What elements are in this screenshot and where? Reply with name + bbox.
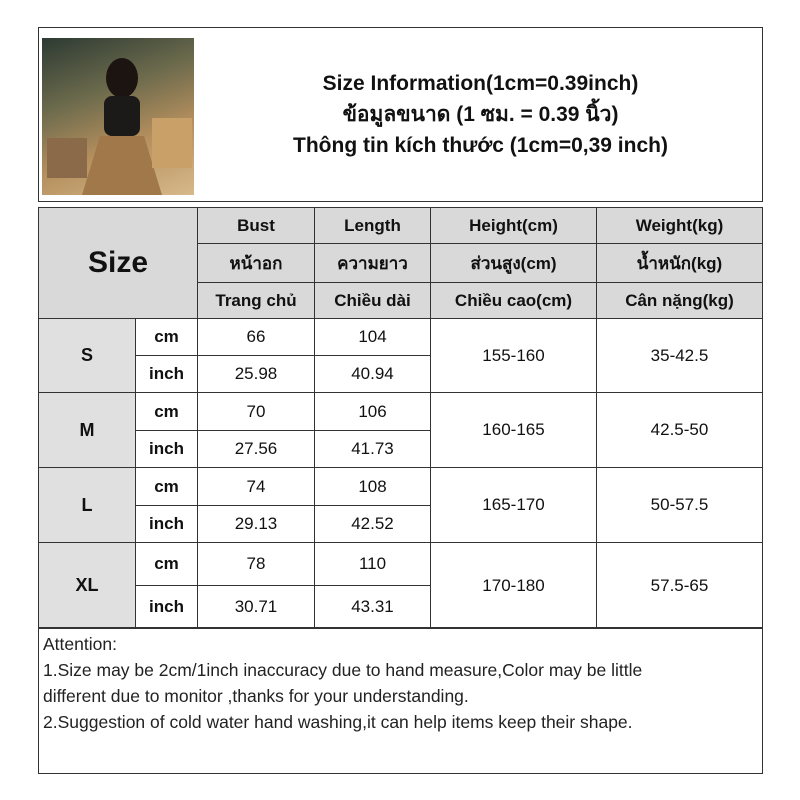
length-value: 40.94 — [314, 355, 431, 393]
bust-value: 29.13 — [197, 505, 315, 543]
note-line: different due to monitor ,thanks for you… — [43, 686, 469, 706]
length-value: 104 — [314, 318, 431, 356]
unit-label: inch — [135, 505, 198, 543]
size-label: L — [38, 467, 136, 543]
column-header: หน้าอก — [197, 243, 315, 283]
size-label: M — [38, 392, 136, 468]
column-header: Weight(kg) — [596, 207, 763, 244]
title-block: Size Information(1cm=0.39inch) ข้อมูลขนาด… — [199, 28, 762, 201]
bust-value: 66 — [197, 318, 315, 356]
column-header: Cân nặng(kg) — [596, 282, 763, 319]
column-header: ส่วนสูง(cm) — [430, 243, 597, 283]
length-value: 41.73 — [314, 430, 431, 468]
column-header: ความยาว — [314, 243, 431, 283]
title-line: ข้อมูลขนาด (1 ซม. = 0.39 นิ้ว) — [342, 103, 619, 126]
column-header: น้ำหนัก(kg) — [596, 243, 763, 283]
length-value: 106 — [314, 392, 431, 431]
size-label: XL — [38, 542, 136, 629]
length-value: 110 — [314, 542, 431, 586]
bust-value: 78 — [197, 542, 315, 586]
column-header: Chiều cao(cm) — [430, 282, 597, 319]
length-value: 108 — [314, 467, 431, 506]
height-value: 165-170 — [430, 467, 597, 543]
note-line: 1.Size may be 2cm/1inch inaccuracy due t… — [43, 660, 643, 680]
unit-label: cm — [135, 542, 198, 586]
note-line: Attention: — [43, 634, 117, 654]
unit-label: inch — [135, 430, 198, 468]
title-line: Thông tin kích thước (1cm=0,39 inch) — [293, 134, 668, 157]
weight-value: 57.5-65 — [596, 542, 763, 629]
column-header: Chiều dài — [314, 282, 431, 319]
product-photo — [42, 38, 194, 195]
column-header: Height(cm) — [430, 207, 597, 244]
bust-value: 70 — [197, 392, 315, 431]
unit-label: inch — [135, 585, 198, 629]
weight-value: 50-57.5 — [596, 467, 763, 543]
weight-value: 42.5-50 — [596, 392, 763, 468]
weight-value: 35-42.5 — [596, 318, 763, 393]
height-value: 170-180 — [430, 542, 597, 629]
bust-value: 74 — [197, 467, 315, 506]
notes: Attention: 1.Size may be 2cm/1inch inaccu… — [38, 627, 763, 774]
bust-value: 25.98 — [197, 355, 315, 393]
size-label: S — [38, 318, 136, 393]
note-line: 2.Suggestion of cold water hand washing,… — [43, 712, 633, 732]
bust-value: 27.56 — [197, 430, 315, 468]
length-value: 42.52 — [314, 505, 431, 543]
column-header: Trang chủ — [197, 282, 315, 319]
unit-label: cm — [135, 318, 198, 356]
size-header: Size — [38, 207, 198, 319]
bust-value: 30.71 — [197, 585, 315, 629]
length-value: 43.31 — [314, 585, 431, 629]
title-line: Size Information(1cm=0.39inch) — [322, 72, 639, 95]
column-header: Bust — [197, 207, 315, 244]
unit-label: inch — [135, 355, 198, 393]
height-value: 155-160 — [430, 318, 597, 393]
column-header: Length — [314, 207, 431, 244]
unit-label: cm — [135, 467, 198, 506]
unit-label: cm — [135, 392, 198, 431]
header-block: Size Information(1cm=0.39inch) ข้อมูลขนาด… — [38, 27, 763, 202]
height-value: 160-165 — [430, 392, 597, 468]
photo-art — [47, 58, 192, 195]
